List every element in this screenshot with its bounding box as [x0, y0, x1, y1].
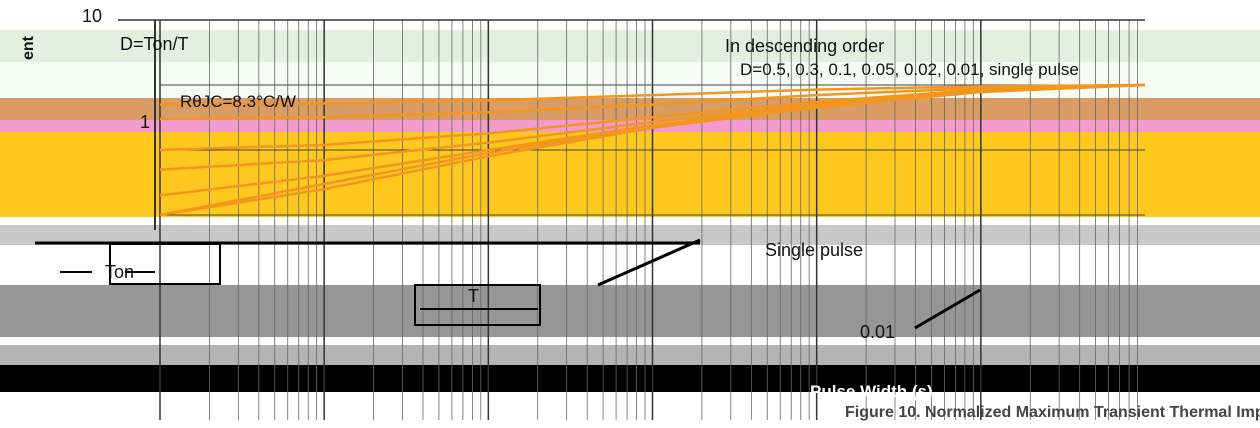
band-gray-upper [0, 225, 1260, 245]
band-white-strip [0, 62, 1260, 98]
single-pulse-2 [914, 288, 981, 330]
order-annotation: In descending order [725, 36, 885, 56]
pulse-box-2 [414, 284, 541, 326]
band-black [0, 365, 1260, 392]
pulse-diagram [35, 238, 981, 330]
y-axis-label: ent [20, 36, 37, 60]
series-line-1 [159, 83, 1146, 121]
single-pulse-label: Single pulse [765, 240, 864, 260]
y-tick-bottom: 0.01 [860, 322, 896, 342]
y-tick-top: 10 [82, 6, 103, 26]
single-pulse-1 [597, 238, 701, 287]
pulse-box-1 [109, 243, 221, 285]
series-line-6 [159, 83, 1146, 217]
series-line-0 [159, 83, 1146, 106]
band-pale-green [0, 30, 1260, 62]
ton-label: Ton [105, 262, 135, 282]
band-gray-low [0, 345, 1260, 365]
rth-annotation: RθJC=8.3°C/W [180, 92, 296, 111]
grid-vertical [159, 20, 1138, 420]
band-gray-mid [0, 285, 1260, 337]
curves [159, 83, 1146, 217]
y-tick-one: 1 [140, 112, 151, 132]
series-list-annotation: D=0.5, 0.3, 0.1, 0.05, 0.02, 0.01, singl… [740, 60, 1079, 79]
axes [118, 19, 1145, 230]
x-axis-label: Pulse Width (s) [810, 382, 933, 401]
band-yellow [0, 132, 1260, 217]
duty-annotation: D=Ton/T [120, 34, 189, 54]
period-label: T [468, 286, 479, 306]
figure-caption: Figure 10. Normalized Maximum Transient … [845, 404, 1260, 421]
